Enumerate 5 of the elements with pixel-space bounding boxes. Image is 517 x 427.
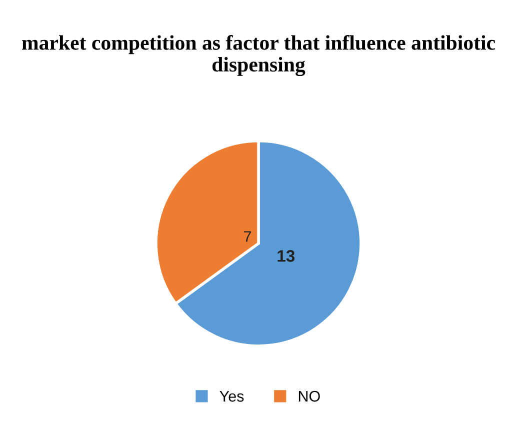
legend-label: Yes [220, 391, 244, 402]
legend-label: NO [298, 390, 320, 402]
data-label: 13 [278, 250, 295, 262]
data-label: 7 [244, 231, 252, 242]
chart-title: market competition as factor that influence antibiotic dispensing [22, 34, 496, 76]
